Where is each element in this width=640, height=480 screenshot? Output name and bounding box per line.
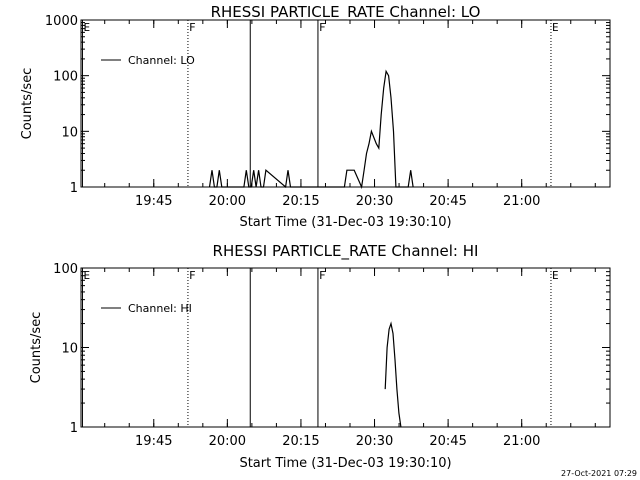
x-tick-label: 19:45: [135, 194, 172, 209]
chart-title: RHESSI PARTICLE_RATE Channel: LO: [211, 3, 481, 22]
event-marker-label: F: [319, 21, 326, 34]
x-tick-label: 21:00: [503, 194, 540, 209]
y-tick-label: 100: [53, 70, 78, 85]
event-marker-label: F: [189, 21, 196, 34]
chart-title: RHESSI PARTICLE_RATE Channel: HI: [213, 242, 479, 261]
x-tick-label: 20:15: [282, 434, 319, 449]
timestamp-label: 27-Oct-2021 07:29: [561, 469, 637, 478]
x-tick-label: 20:00: [209, 434, 246, 449]
series-line: [384, 321, 402, 428]
x-tick-label: 20:45: [429, 194, 466, 209]
y-tick-label: 100: [53, 262, 78, 277]
y-axis-label: Counts/sec: [29, 312, 44, 384]
event-marker-label: E: [552, 21, 559, 34]
event-marker-label: F: [319, 269, 326, 282]
legend-label: Channel: HI: [128, 302, 192, 315]
x-tick-label: 19:45: [135, 434, 172, 449]
plot-frame: [80, 19, 611, 188]
event-marker-label: E: [83, 21, 90, 34]
y-tick-label: 1: [70, 421, 78, 436]
legend-label: Channel: LO: [128, 54, 195, 67]
x-axis-label: Start Time (31-Dec-03 19:30:10): [239, 215, 451, 230]
x-tick-label: 20:00: [209, 194, 246, 209]
x-tick-label: 20:15: [282, 194, 319, 209]
y-tick-label: 1: [70, 181, 78, 196]
series-line: [208, 69, 414, 190]
x-tick-label: 20:45: [429, 434, 466, 449]
y-tick-label: 10: [61, 342, 78, 357]
event-marker-label: E: [552, 269, 559, 282]
event-marker-label: E: [83, 269, 90, 282]
plot-frame: [80, 267, 611, 428]
event-marker-label: F: [189, 269, 196, 282]
x-tick-label: 21:00: [503, 434, 540, 449]
y-tick-label: 1000: [45, 14, 78, 29]
y-axis-label: Counts/sec: [20, 68, 35, 140]
x-tick-label: 20:30: [356, 434, 393, 449]
x-tick-label: 20:30: [356, 194, 393, 209]
x-axis-label: Start Time (31-Dec-03 19:30:10): [239, 456, 451, 471]
y-tick-label: 10: [61, 125, 78, 140]
